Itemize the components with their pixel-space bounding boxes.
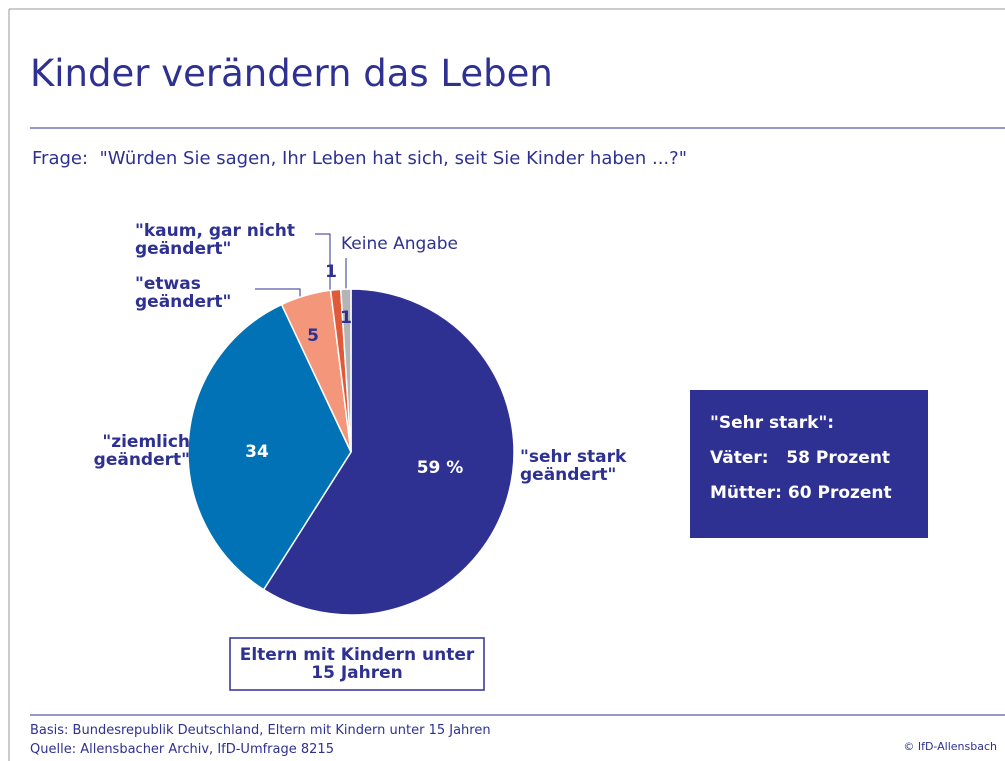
- pie-slice: [262, 288, 515, 616]
- annotation-box: [690, 390, 928, 538]
- annotation: "Sehr stark": Väter: 58 Prozent Mütter: …: [690, 390, 928, 538]
- pie: [187, 288, 515, 616]
- slice-label: "ziemlich geändert": [93, 432, 190, 470]
- pie-slice: [339, 288, 352, 453]
- value-label: 5: [307, 326, 319, 346]
- leader-line: [315, 233, 331, 290]
- slice-label: "sehr stark geändert": [520, 447, 627, 485]
- title: Kinder verändern das Leben: [30, 52, 553, 95]
- value-label: 59 %: [416, 458, 464, 478]
- annotation-line: Väter: 58 Prozent: [710, 448, 891, 468]
- footnote: Quelle: Allensbacher Archiv, IfD-Umfrage…: [30, 742, 334, 757]
- subtitle: Frage: "Würden Sie sagen, Ihr Leben hat …: [32, 148, 687, 169]
- footnote: Basis: Bundesrepublik Deutschland, Elter…: [30, 723, 491, 738]
- pie-slice: [187, 303, 352, 591]
- value-label: 34: [245, 442, 269, 462]
- group-label: Eltern mit Kindern unter 15 Jahren: [239, 645, 475, 683]
- value-label: 1: [325, 262, 337, 282]
- annotation-line: Mütter: 60 Prozent: [710, 483, 892, 503]
- value-label: 1: [340, 308, 352, 328]
- group-box: [229, 637, 485, 691]
- slice-label: "etwas geändert": [135, 274, 232, 312]
- slice-label: "kaum, gar nicht geändert": [135, 221, 296, 259]
- slice-label: Keine Angabe: [341, 234, 458, 254]
- annotation-line: "Sehr stark":: [710, 413, 835, 433]
- copyright: © IfD-Allensbach: [903, 740, 997, 753]
